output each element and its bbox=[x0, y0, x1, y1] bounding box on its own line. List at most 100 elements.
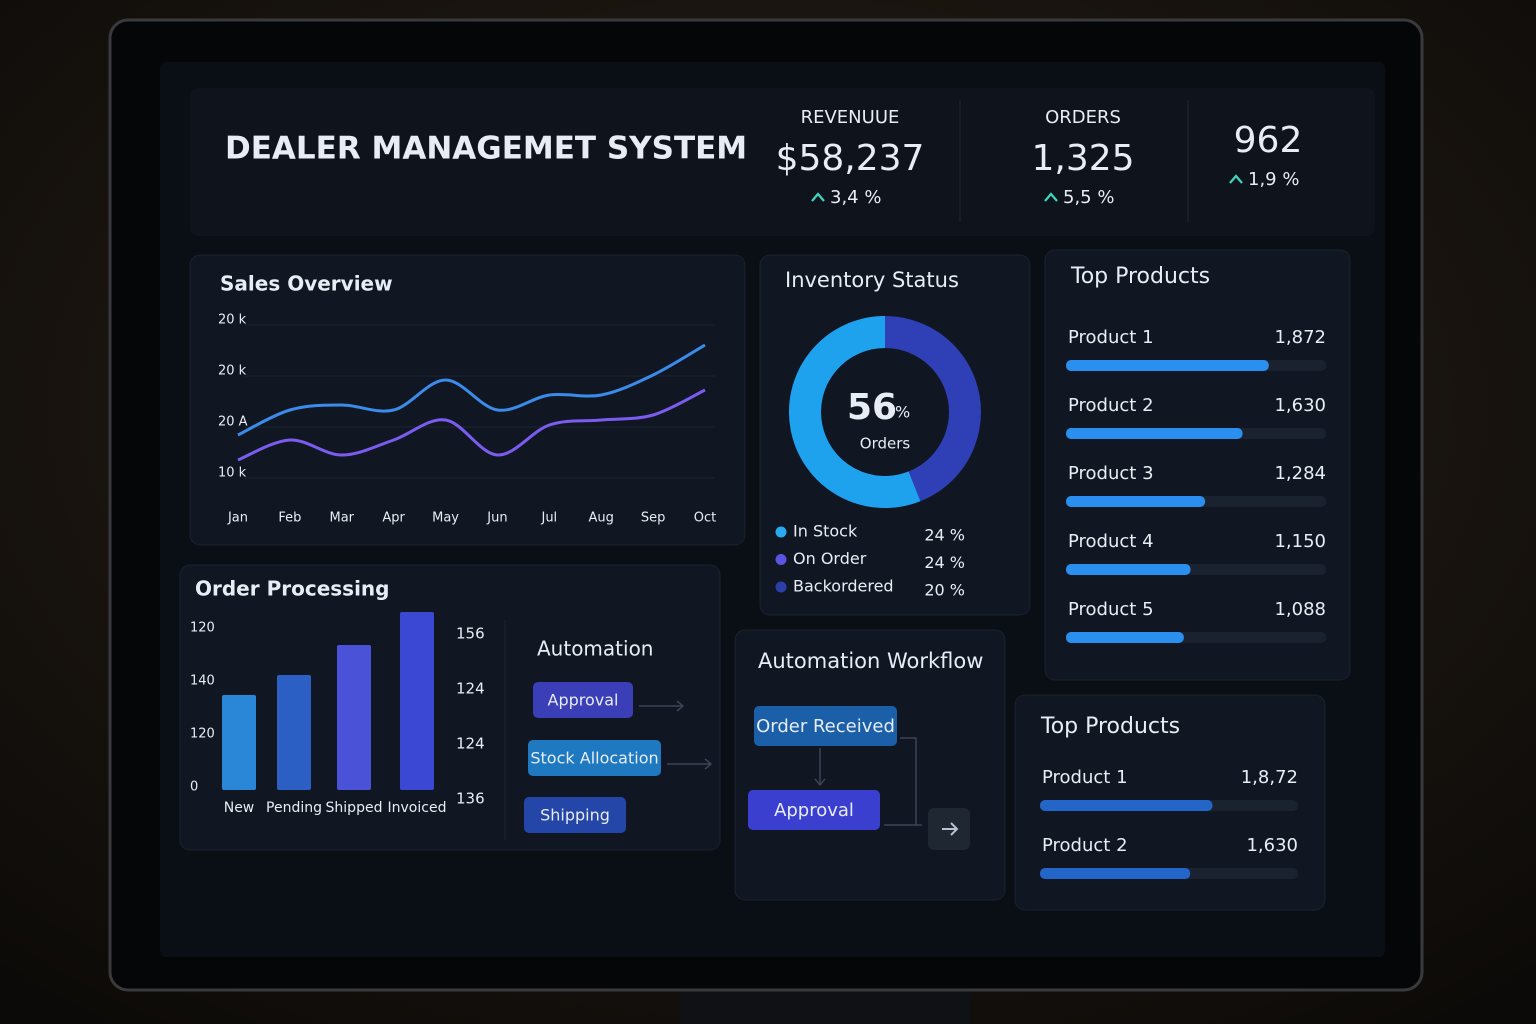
bar bbox=[222, 695, 256, 790]
kpi-value: 962 bbox=[1234, 120, 1303, 161]
up-chevron bbox=[1044, 192, 1058, 202]
sales-line bbox=[237, 388, 706, 462]
donut-arc bbox=[789, 316, 921, 508]
product-bar bbox=[1040, 800, 1213, 811]
x-label: New bbox=[224, 800, 255, 816]
up-chevron bbox=[1229, 174, 1243, 184]
product-name: Product 1 bbox=[1042, 767, 1128, 788]
x-label: May bbox=[432, 511, 459, 526]
kpi-label: REVENUUE bbox=[801, 107, 900, 128]
x-label: Apr bbox=[382, 511, 405, 526]
kpi-label: ORDERS bbox=[1045, 107, 1121, 128]
legend-dot bbox=[775, 581, 787, 593]
x-label: Jun bbox=[486, 511, 507, 526]
x-label: Pending bbox=[266, 800, 322, 816]
x-label: Sep bbox=[641, 511, 666, 526]
legend-name: Backordered bbox=[793, 577, 894, 596]
dashboard: DEALER MANAGEMET SYSTEM REVENUUE $58,237 3,… bbox=[179, 88, 1375, 911]
product-name: Product 4 bbox=[1068, 531, 1154, 552]
panel-title: Sales Overview bbox=[220, 272, 393, 296]
x-label: Feb bbox=[278, 511, 301, 526]
bar bbox=[337, 645, 371, 790]
y-label: 20 k bbox=[218, 364, 247, 379]
panel-title: Automation Workflow bbox=[758, 649, 983, 673]
legend-value: 20 % bbox=[924, 581, 965, 600]
legend-dot bbox=[775, 526, 787, 538]
kpi-change: 3,4 % bbox=[830, 187, 881, 208]
step-label: Approval bbox=[774, 800, 854, 821]
panel-title: Top Products bbox=[1040, 714, 1180, 739]
product-bar bbox=[1066, 428, 1243, 439]
y-label: 136 bbox=[456, 790, 485, 808]
step-button bbox=[528, 740, 661, 776]
sales-line bbox=[237, 343, 706, 437]
step-label: Order Received bbox=[756, 716, 895, 737]
step-label: Stock Allocation bbox=[530, 749, 658, 768]
y-label: 10 k bbox=[218, 466, 247, 481]
product-name: Product 2 bbox=[1068, 395, 1154, 416]
step-button bbox=[524, 797, 626, 833]
connector bbox=[639, 700, 685, 712]
y-label: 124 bbox=[456, 735, 485, 753]
arrow-icon bbox=[942, 822, 959, 836]
legend-dot bbox=[775, 554, 787, 565]
y-label: 120 bbox=[190, 621, 215, 636]
product-bar bbox=[1040, 868, 1191, 879]
product-value: 1,150 bbox=[1274, 531, 1326, 552]
product-value: 1,872 bbox=[1274, 327, 1326, 348]
panel bbox=[179, 564, 721, 851]
product-bar bbox=[1066, 632, 1184, 643]
product-name: Product 5 bbox=[1068, 599, 1154, 620]
y-label: 156 bbox=[456, 625, 485, 643]
x-label: Oct bbox=[694, 511, 716, 526]
panel-title: Order Processing bbox=[195, 577, 389, 601]
kpi-value: $58,237 bbox=[776, 138, 925, 179]
x-label: Jul bbox=[540, 511, 557, 526]
kpi-change: 1,9 % bbox=[1248, 169, 1299, 190]
center-unit: % bbox=[895, 403, 910, 422]
x-label: Aug bbox=[589, 511, 614, 526]
kpi-value: 1,325 bbox=[1031, 138, 1134, 179]
x-label: Jan bbox=[227, 511, 248, 526]
panel bbox=[189, 254, 746, 546]
step-button bbox=[748, 790, 880, 830]
product-value: 1,630 bbox=[1274, 395, 1326, 416]
center-label: Orders bbox=[860, 435, 911, 453]
dashboard-title: DEALER MANAGEMET SYSTEM bbox=[225, 131, 747, 167]
product-value: 1,284 bbox=[1274, 463, 1326, 484]
header-bar bbox=[190, 88, 1375, 236]
panel-title: Top Products bbox=[1070, 264, 1210, 289]
product-bar bbox=[1066, 496, 1206, 507]
y-label: 124 bbox=[456, 680, 485, 698]
x-label: Mar bbox=[330, 511, 355, 526]
step-label: Shipping bbox=[540, 806, 610, 825]
panel-title: Automation bbox=[537, 637, 653, 661]
product-name: Product 3 bbox=[1068, 463, 1154, 484]
bar bbox=[400, 612, 434, 790]
panel-title: Inventory Status bbox=[785, 268, 959, 292]
kpi-change: 5,5 % bbox=[1063, 187, 1114, 208]
y-label: 140 bbox=[190, 674, 215, 689]
product-bar bbox=[1066, 564, 1191, 575]
step-button bbox=[754, 706, 897, 746]
legend-name: On Order bbox=[793, 549, 867, 568]
product-name: Product 2 bbox=[1042, 835, 1128, 856]
y-label: 20 k bbox=[218, 313, 247, 328]
y-label: 120 bbox=[190, 727, 215, 742]
product-value: 1,630 bbox=[1246, 835, 1298, 856]
up-chevron bbox=[811, 192, 825, 202]
legend-value: 24 % bbox=[924, 526, 965, 545]
product-name: Product 1 bbox=[1068, 327, 1154, 348]
y-label: 20 A bbox=[218, 415, 248, 430]
center-value: 56 bbox=[847, 387, 897, 428]
product-value: 1,088 bbox=[1274, 599, 1326, 620]
x-label: Shipped bbox=[326, 800, 383, 816]
product-bar bbox=[1066, 360, 1269, 371]
legend-name: In Stock bbox=[793, 522, 858, 541]
y-label: 0 bbox=[190, 780, 198, 795]
connector bbox=[667, 758, 713, 770]
product-value: 1,8,72 bbox=[1241, 767, 1298, 788]
legend-value: 24 % bbox=[924, 553, 965, 572]
step-label: Approval bbox=[548, 691, 619, 710]
